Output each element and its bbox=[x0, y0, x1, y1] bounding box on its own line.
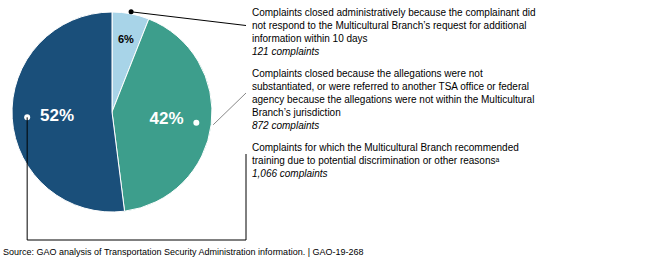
chart-svg: 6% 42% 52% Complaints closed administrative… bbox=[0, 0, 650, 260]
leader-dot bbox=[129, 9, 134, 14]
pie bbox=[12, 12, 212, 212]
annotation-line: information within 10 days bbox=[252, 33, 368, 44]
annotation-line: 121 complaints bbox=[252, 46, 319, 57]
annotation-line: training due to potential discrimination… bbox=[252, 155, 499, 166]
pie-slice bbox=[112, 19, 212, 211]
leader-dot bbox=[193, 120, 199, 126]
leader-line bbox=[131, 12, 246, 26]
source-note: Source: GAO analysis of Transportation S… bbox=[3, 247, 364, 257]
annotation-line: substantiated, or were referred to anoth… bbox=[252, 81, 529, 92]
leaders bbox=[24, 9, 246, 240]
annotation-line: Complaints closed administratively becau… bbox=[252, 7, 535, 18]
pie-slice bbox=[12, 12, 125, 212]
annotations: Complaints closed administratively becau… bbox=[252, 7, 535, 179]
data-label: 42% bbox=[150, 109, 184, 128]
data-label: 6% bbox=[118, 33, 134, 45]
annotation-line: Complaints for which the Multicultural B… bbox=[252, 142, 519, 153]
leader-line bbox=[246, 154, 247, 240]
leader-line bbox=[27, 240, 246, 241]
annotation-line: agency because the allegations were not … bbox=[252, 94, 534, 105]
chart-container: 6% 42% 52% Complaints closed administrative… bbox=[0, 0, 650, 260]
leader-line bbox=[213, 93, 246, 125]
annotation-line: not respond to the Multicultural Branch’… bbox=[252, 20, 526, 31]
data-label: 52% bbox=[40, 106, 74, 125]
annotation-line: 1,066 complaints bbox=[252, 168, 328, 179]
annotation-line: Branch’s jurisdiction bbox=[252, 107, 341, 118]
data-labels: 6% 42% 52% bbox=[40, 33, 183, 128]
leader-line bbox=[27, 117, 28, 240]
annotation-line: Complaints closed because the allegation… bbox=[252, 68, 483, 79]
annotation-line: 872 complaints bbox=[252, 120, 319, 131]
